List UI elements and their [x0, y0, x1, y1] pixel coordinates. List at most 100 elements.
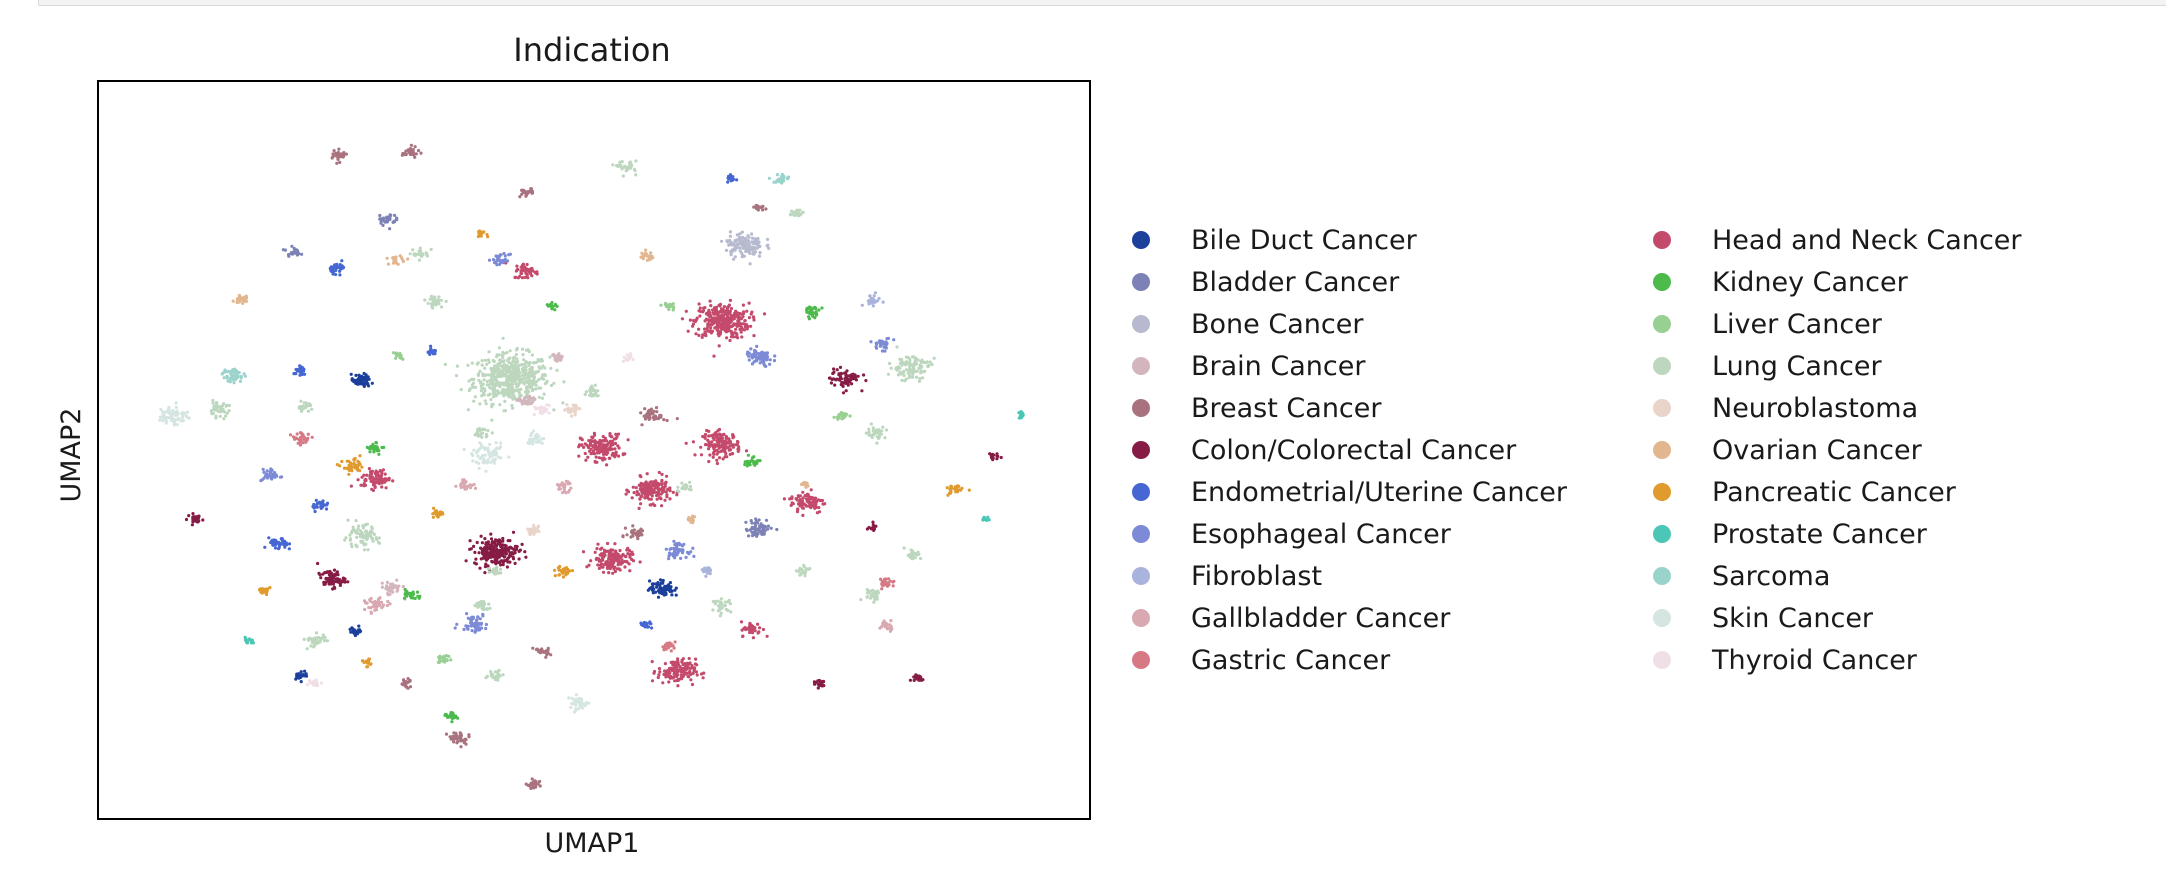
scatter-point [728, 440, 733, 444]
scatter-point [478, 433, 482, 438]
scatter-point [459, 732, 463, 736]
scatter-point [661, 578, 665, 583]
scatter-point [657, 673, 661, 677]
scatter-point [913, 362, 918, 366]
scatter-point [772, 359, 777, 363]
scatter-point [522, 376, 526, 380]
scatter-point [651, 484, 655, 488]
scatter-point [675, 493, 679, 497]
scatter-point [562, 380, 566, 384]
scatter-point [283, 545, 287, 549]
scatter-point [592, 431, 597, 435]
scatter-point [503, 555, 507, 559]
cluster-kidney-cancer [805, 305, 824, 321]
scatter-point [191, 519, 195, 523]
scatter-point [505, 557, 509, 561]
cluster-endometrial-uterine-cancer [328, 259, 346, 277]
scatter-point [694, 332, 698, 336]
scatter-point [495, 263, 499, 267]
scatter-point [602, 551, 606, 555]
scatter-point [670, 667, 674, 671]
scatter-point [527, 530, 531, 534]
scatter-point [755, 534, 759, 538]
cluster-kidney-cancer [443, 710, 460, 724]
scatter-point [630, 496, 634, 500]
scatter-point [526, 381, 530, 385]
scatter-point [657, 488, 661, 492]
scatter-point [261, 467, 265, 471]
scatter-point [807, 315, 811, 319]
scatter-point [370, 381, 374, 385]
scatter-point [381, 480, 386, 484]
scatter-point [471, 617, 475, 621]
scatter-point [358, 629, 363, 633]
scatter-point [490, 369, 494, 373]
scatter-point [377, 601, 381, 605]
scatter-point [908, 373, 912, 377]
scatter-point [634, 173, 638, 177]
scatter-point [366, 384, 371, 388]
scatter-point [361, 524, 365, 528]
scatter-point [719, 449, 723, 453]
cluster-ovarian-cancer [686, 514, 697, 525]
scatter-point [750, 521, 754, 525]
scatter-point [512, 364, 516, 368]
scatter-point [746, 239, 751, 243]
scatter-point [822, 679, 826, 684]
cluster-kidney-cancer [402, 587, 422, 601]
scatter-point [478, 369, 482, 373]
scatter-point [597, 456, 601, 460]
scatter-point [293, 436, 297, 441]
scatter-point [888, 623, 892, 627]
scatter-point [343, 538, 347, 542]
cluster-lung-cancer [902, 546, 923, 561]
scatter-point [750, 362, 755, 366]
scatter-point [218, 406, 222, 410]
scatter-point [738, 327, 742, 331]
scatter-point [319, 638, 323, 642]
cluster-lung-cancer [443, 336, 566, 422]
scatter-point [768, 362, 772, 366]
scatter-point [515, 545, 519, 549]
scatter-point [744, 247, 748, 251]
scatter-point [638, 497, 642, 501]
scatter-point [308, 402, 312, 406]
scatter-point [717, 427, 722, 432]
scatter-point [639, 411, 643, 415]
scatter-point [664, 490, 668, 494]
scatter-point [335, 161, 339, 165]
scatter-point [600, 565, 604, 569]
scatter-point [465, 612, 469, 616]
scatter-point [653, 503, 657, 508]
scatter-point [467, 379, 471, 383]
cluster-head-and-neck-cancer [650, 656, 706, 688]
scatter-point [373, 445, 377, 449]
scatter-point [515, 375, 520, 379]
scatter-point [673, 640, 677, 644]
cluster-breast-cancer [752, 203, 768, 212]
scatter-point [528, 784, 532, 788]
scatter-point [623, 554, 627, 558]
scatter-point [796, 508, 800, 512]
scatter-point [628, 555, 632, 559]
scatter-point [527, 350, 531, 354]
scatter-point [671, 490, 675, 494]
scatter-point [599, 547, 603, 551]
scatter-point [471, 385, 475, 389]
scatter-point [875, 441, 879, 445]
scatter-point [495, 355, 499, 359]
scatter-point [733, 255, 737, 259]
scatter-point [395, 585, 399, 590]
scatter-point [348, 538, 352, 542]
scatter-point [693, 453, 697, 457]
scatter-point [896, 373, 901, 377]
scatter-point [196, 516, 201, 520]
scatter-point [612, 437, 617, 441]
scatter-point [593, 383, 597, 387]
scatter-point [617, 554, 622, 559]
scatter-point [190, 523, 194, 527]
scatter-point [895, 345, 899, 349]
scatter-point [467, 389, 471, 393]
scatter-point [713, 312, 718, 316]
scatter-point [760, 532, 765, 536]
